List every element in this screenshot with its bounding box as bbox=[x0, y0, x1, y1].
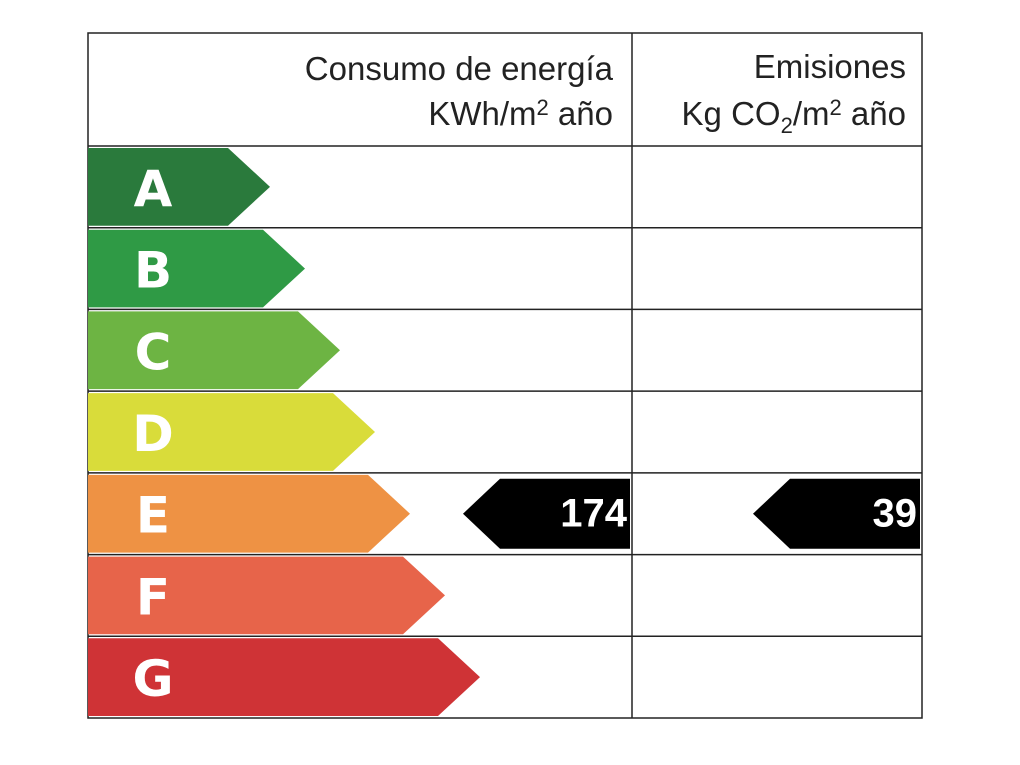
emissions-unit: Kg CO2/m2 año bbox=[682, 95, 906, 138]
rating-arrow bbox=[88, 474, 410, 553]
consumption-title: Consumo de energía bbox=[305, 50, 614, 87]
value-label: 174 bbox=[560, 492, 627, 536]
unit-part: KWh/m bbox=[428, 95, 536, 132]
rating-letter: B bbox=[134, 242, 172, 300]
rating-arrow bbox=[88, 393, 375, 471]
rating-letter: F bbox=[136, 568, 170, 626]
unit-part: Kg CO bbox=[682, 95, 781, 132]
rating-letter: E bbox=[136, 487, 170, 545]
unit-sup: 2 bbox=[537, 95, 549, 120]
rating-arrow bbox=[88, 311, 340, 390]
unit-sup: 2 bbox=[830, 95, 842, 120]
rating-letter: C bbox=[135, 323, 172, 381]
emissions-title: Emisiones bbox=[754, 48, 906, 85]
rating-arrow bbox=[88, 638, 480, 716]
rating-letter: D bbox=[132, 405, 174, 463]
unit-sub: 2 bbox=[781, 113, 793, 138]
unit-part: año bbox=[842, 95, 906, 132]
rating-arrow bbox=[88, 556, 445, 635]
unit-part: año bbox=[549, 95, 613, 132]
value-arrow bbox=[463, 478, 630, 549]
value-label: 39 bbox=[873, 492, 918, 536]
rating-arrow bbox=[88, 148, 270, 226]
rating-letter: A bbox=[134, 160, 173, 218]
consumption-unit: KWh/m2 año bbox=[428, 95, 613, 132]
rating-arrow bbox=[88, 229, 305, 308]
unit-part: /m bbox=[793, 95, 830, 132]
value-arrow bbox=[753, 478, 920, 549]
rating-letter: G bbox=[132, 650, 173, 708]
